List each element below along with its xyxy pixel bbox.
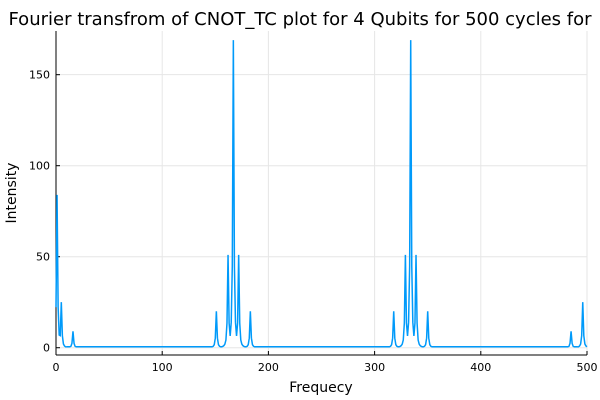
y-tick-label: 100	[29, 160, 50, 173]
y-axis-label: Intensity	[4, 163, 20, 224]
x-tick-label: 300	[364, 361, 385, 374]
x-tick-label: 100	[152, 361, 173, 374]
x-tick-label: 500	[577, 361, 598, 374]
y-ticks: 0 50 100 150	[29, 69, 60, 355]
y-tick-label: 0	[43, 342, 50, 355]
y-tick-label: 50	[36, 251, 50, 264]
x-tick-label: 200	[258, 361, 279, 374]
series-line	[55, 40, 588, 348]
x-ticks: 0 100 200 300 400 500	[53, 351, 598, 374]
chart-title: Fourier transfrom of CNOT_TC plot for 4 …	[8, 9, 592, 30]
grid	[55, 31, 588, 355]
x-tick-label: 400	[470, 361, 491, 374]
x-tick-label: 0	[53, 361, 60, 374]
x-axis-label: Frequecy	[289, 380, 352, 396]
y-tick-label: 150	[29, 69, 50, 82]
